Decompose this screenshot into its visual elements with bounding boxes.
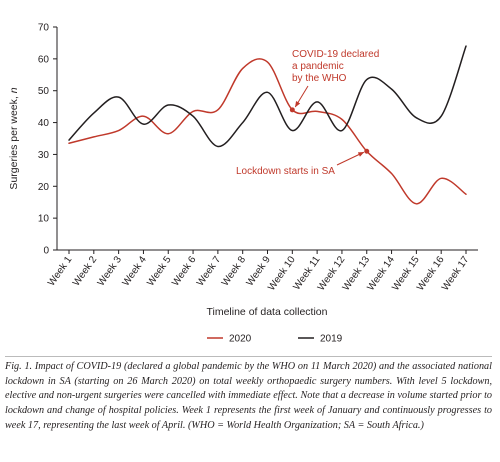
x-tick-label: Week 7 bbox=[195, 254, 224, 288]
annotation-arrow bbox=[336, 151, 365, 166]
y-tick-label: 0 bbox=[43, 246, 49, 257]
annotation-label: COVID-19 declared a pandemic by the WHO bbox=[292, 49, 379, 84]
annotation-label: Lockdown starts in SA bbox=[236, 166, 335, 177]
y-tick-label: 20 bbox=[38, 182, 50, 193]
annotation-marker bbox=[364, 148, 370, 154]
annotation-layer: COVID-19 declared a pandemic by the WHO Loc… bbox=[236, 49, 379, 177]
y-axis: 0 10 20 30 40 50 60 70 bbox=[38, 23, 58, 257]
figure-caption: Fig. 1. Impact of COVID-19 (declared a g… bbox=[5, 361, 492, 431]
annotation-arrow bbox=[294, 85, 309, 108]
y-tick-label: 10 bbox=[38, 214, 50, 225]
x-axis-label: Timeline of data collection bbox=[206, 306, 327, 318]
y-tick-label: 70 bbox=[38, 23, 50, 34]
x-tick-label: Week 2 bbox=[71, 254, 100, 288]
x-tick-label: Week 8 bbox=[220, 254, 249, 288]
y-tick-label: 60 bbox=[38, 54, 50, 65]
x-tick-label: Week 3 bbox=[96, 254, 125, 288]
legend-label-2019: 2019 bbox=[320, 334, 343, 345]
x-tick-label: Week 5 bbox=[145, 254, 174, 288]
y-tick-label: 40 bbox=[38, 118, 50, 129]
series-line-2020 bbox=[68, 58, 467, 205]
x-tick-label: Week 6 bbox=[170, 254, 199, 288]
y-tick-label: 50 bbox=[38, 86, 50, 97]
figure-caption-box: Fig. 1. Impact of COVID-19 (declared a g… bbox=[5, 356, 492, 434]
y-axis-label: Surgeries per week, n bbox=[8, 87, 20, 189]
annotation-marker bbox=[289, 107, 295, 113]
legend: 2020 2019 bbox=[207, 334, 343, 345]
x-tick-label: Week 1 bbox=[46, 254, 75, 288]
y-axis-ticks: 0 10 20 30 40 50 60 70 bbox=[38, 23, 57, 257]
series-line-2019 bbox=[68, 45, 467, 148]
series-layer bbox=[68, 45, 467, 205]
x-tick-label: Week 4 bbox=[121, 254, 150, 288]
y-tick-label: 30 bbox=[38, 150, 50, 161]
legend-label-2020: 2020 bbox=[229, 334, 252, 345]
